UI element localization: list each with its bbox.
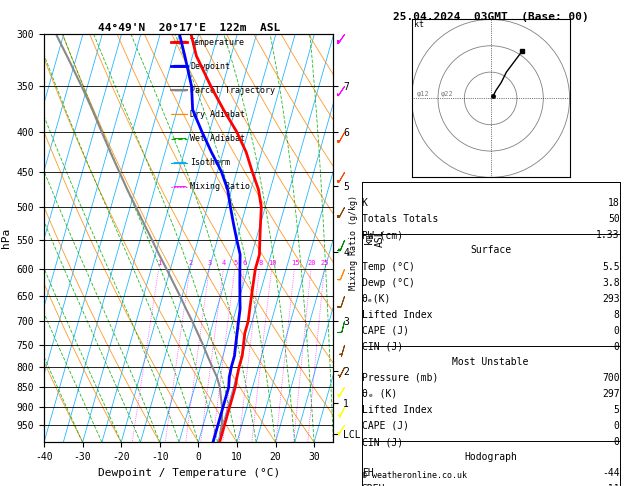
Text: 293: 293 — [602, 294, 620, 304]
Text: CAPE (J): CAPE (J) — [362, 326, 409, 336]
Text: 50: 50 — [608, 214, 620, 225]
Text: Pressure (mb): Pressure (mb) — [362, 373, 438, 383]
Text: Temperature: Temperature — [190, 38, 245, 47]
Text: CIN (J): CIN (J) — [362, 342, 403, 352]
Text: Dewpoint: Dewpoint — [190, 62, 230, 71]
Text: CAPE (J): CAPE (J) — [362, 421, 409, 431]
Y-axis label: hPa: hPa — [1, 228, 11, 248]
Text: kt: kt — [415, 20, 425, 29]
Text: 1.33: 1.33 — [596, 230, 620, 241]
Text: K: K — [362, 198, 367, 208]
Text: 8: 8 — [258, 260, 262, 266]
Text: 5: 5 — [233, 260, 238, 266]
Text: 297: 297 — [602, 389, 620, 399]
Text: Mixing Ratio: Mixing Ratio — [190, 182, 250, 191]
Text: 4: 4 — [222, 260, 226, 266]
Text: 5.5: 5.5 — [602, 261, 620, 272]
Text: 25: 25 — [321, 260, 329, 266]
Text: 8: 8 — [614, 310, 620, 320]
Text: 25.04.2024  03GMT  (Base: 00): 25.04.2024 03GMT (Base: 00) — [392, 12, 589, 22]
X-axis label: Dewpoint / Temperature (°C): Dewpoint / Temperature (°C) — [97, 468, 280, 478]
Text: φ12: φ12 — [417, 91, 430, 97]
Text: CIN (J): CIN (J) — [362, 437, 403, 447]
Y-axis label: km
ASL: km ASL — [364, 229, 385, 247]
Text: Totals Totals: Totals Totals — [362, 214, 438, 225]
Text: 3.8: 3.8 — [602, 278, 620, 288]
Text: 15: 15 — [291, 260, 299, 266]
Text: -44: -44 — [602, 468, 620, 478]
Text: θₑ (K): θₑ (K) — [362, 389, 397, 399]
Text: 0: 0 — [614, 326, 620, 336]
Text: Most Unstable: Most Unstable — [452, 357, 529, 367]
Text: Lifted Index: Lifted Index — [362, 310, 432, 320]
Text: Parcel Trajectory: Parcel Trajectory — [190, 86, 275, 95]
Text: Isotherm: Isotherm — [190, 158, 230, 167]
Text: 2: 2 — [189, 260, 193, 266]
Text: 1: 1 — [157, 260, 162, 266]
Text: 0: 0 — [614, 437, 620, 447]
Text: Mixing Ratio (g/kg): Mixing Ratio (g/kg) — [349, 195, 358, 291]
Text: 6: 6 — [243, 260, 247, 266]
Text: φ22: φ22 — [440, 91, 454, 97]
Text: -11: -11 — [602, 484, 620, 486]
Text: Temp (°C): Temp (°C) — [362, 261, 415, 272]
Text: Dewp (°C): Dewp (°C) — [362, 278, 415, 288]
Text: © weatheronline.co.uk: © weatheronline.co.uk — [362, 471, 467, 480]
Text: Dry Adiabat: Dry Adiabat — [190, 110, 245, 119]
Text: 0: 0 — [614, 421, 620, 431]
Text: 5: 5 — [614, 405, 620, 415]
Text: θₑ(K): θₑ(K) — [362, 294, 391, 304]
Text: Surface: Surface — [470, 245, 511, 256]
Text: 20: 20 — [308, 260, 316, 266]
Text: Wet Adiabat: Wet Adiabat — [190, 134, 245, 143]
Text: 0: 0 — [614, 342, 620, 352]
Text: 3: 3 — [208, 260, 212, 266]
Text: SREH: SREH — [362, 484, 385, 486]
Text: Lifted Index: Lifted Index — [362, 405, 432, 415]
Text: 10: 10 — [268, 260, 277, 266]
Text: 700: 700 — [602, 373, 620, 383]
Title: 44°49'N  20°17'E  122m  ASL: 44°49'N 20°17'E 122m ASL — [97, 23, 280, 33]
Text: 18: 18 — [608, 198, 620, 208]
Text: Hodograph: Hodograph — [464, 452, 517, 462]
Text: EH: EH — [362, 468, 374, 478]
Text: PW (cm): PW (cm) — [362, 230, 403, 241]
